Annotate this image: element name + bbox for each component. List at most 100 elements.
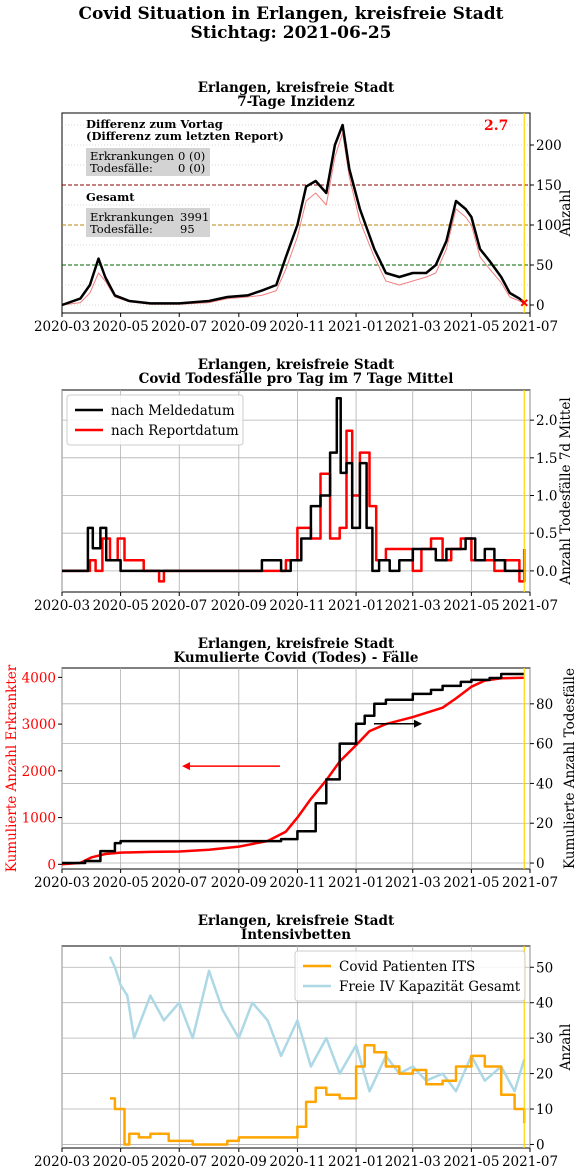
figure-subtitle: Stichtag: 2021-06-25	[190, 23, 392, 43]
axis-arrow-right-head	[414, 719, 422, 728]
y-tick-label-3-2: 20	[536, 1067, 553, 1083]
diff-row-label-0: Erkrankungen	[90, 149, 175, 163]
x-tick-label-0-8: 2021-07	[502, 319, 558, 335]
diff-title-1: (Differenz zum letzten Report)	[86, 129, 284, 143]
x-tick-label-2-5: 2021-01	[328, 875, 384, 891]
x-tick-label-0-3: 2020-09	[211, 319, 267, 335]
y-tick-label-1-4: 2.0	[536, 413, 557, 429]
chart-title-1-0: Erlangen, kreisfreie Stadt	[198, 357, 395, 373]
legend-box-1	[66, 394, 244, 446]
series-line-3-0	[110, 1043, 526, 1146]
x-tick-label-1-3: 2020-09	[211, 598, 267, 614]
x-tick-label-0-0: 2020-03	[34, 319, 90, 335]
total-row-value-0: 3991	[180, 210, 209, 224]
legend-label-3-0: Covid Patienten ITS	[339, 959, 475, 975]
series-line-0-0	[61, 123, 526, 307]
x-tick-label-3-0: 2020-03	[34, 1154, 90, 1170]
x-tick-label-3-3: 2020-09	[211, 1154, 267, 1170]
x-tick-label-2-0: 2020-03	[34, 875, 90, 891]
legend-label-1-1: nach Reportdatum	[111, 423, 239, 439]
diff-row-value-1: 0 (0)	[178, 161, 205, 175]
diff-title-0: Differenz zum Vortag	[86, 117, 223, 131]
total-box	[86, 208, 210, 237]
chart-title-3-0: Erlangen, kreisfreie Stadt	[198, 913, 395, 929]
x-tick-label-0-6: 2021-03	[385, 319, 441, 335]
x-tick-label-0-7: 2021-05	[443, 319, 499, 335]
figure-title: Covid Situation in Erlangen, kreisfreie …	[78, 4, 504, 24]
x-tick-label-3-7: 2021-05	[443, 1154, 499, 1170]
total-row-label-0: Erkrankungen	[90, 210, 175, 224]
x-tick-label-1-0: 2020-03	[34, 598, 90, 614]
y-tick-label-right-2-3: 60	[536, 737, 553, 753]
y-tick-label-right-2-0: 0	[536, 856, 545, 872]
total-row-value-1: 95	[180, 222, 195, 236]
y-tick-label-left-2-3: 3000	[22, 717, 56, 733]
x-tick-label-1-2: 2020-07	[151, 598, 207, 614]
y-tick-label-1-2: 1.0	[536, 489, 557, 505]
chart-title-2-0: Erlangen, kreisfreie Stadt	[198, 636, 395, 652]
x-tick-label-2-6: 2021-03	[385, 875, 441, 891]
y-tick-label-0-1: 50	[536, 258, 553, 274]
x-tick-label-0-4: 2020-11	[269, 319, 325, 335]
chart-title-0-1: 7-Tage Inzidenz	[237, 94, 355, 110]
series-line-2-1	[62, 672, 525, 865]
current-incidence-marker	[520, 299, 528, 307]
legend-label-1-0: nach Meldedatum	[111, 403, 235, 419]
y-tick-label-3-0: 0	[536, 1137, 545, 1153]
x-tick-label-1-1: 2020-05	[93, 598, 149, 614]
current-incidence-value: 2.7	[484, 118, 508, 134]
y-axis-label-0: Anzahl	[558, 190, 574, 238]
plot-frame-0	[61, 112, 531, 314]
series-line-3-1	[108, 956, 526, 1093]
chart-title-0-0: Erlangen, kreisfreie Stadt	[198, 80, 395, 96]
y-tick-label-0-0: 0	[536, 298, 545, 314]
x-tick-label-2-1: 2020-05	[93, 875, 149, 891]
x-tick-label-3-5: 2021-01	[328, 1154, 384, 1170]
y-tick-label-0-4: 200	[536, 138, 562, 154]
x-tick-label-0-2: 2020-07	[151, 319, 207, 335]
y-tick-label-left-2-0: 0	[47, 857, 56, 873]
y-tick-label-left-2-2: 2000	[22, 764, 56, 780]
x-tick-label-3-8: 2021-07	[502, 1154, 558, 1170]
y-tick-label-left-2-1: 1000	[22, 811, 56, 827]
y-tick-label-3-1: 10	[536, 1102, 553, 1118]
x-tick-label-2-8: 2021-07	[502, 875, 558, 891]
x-tick-label-2-2: 2020-07	[151, 875, 207, 891]
y-tick-label-0-2: 100	[536, 218, 562, 234]
x-tick-label-2-4: 2020-11	[269, 875, 325, 891]
y-tick-label-1-3: 1.5	[536, 451, 557, 467]
x-tick-label-1-7: 2021-05	[443, 598, 499, 614]
x-tick-label-1-8: 2021-07	[502, 598, 558, 614]
legend-box-3	[294, 950, 526, 1002]
chart-title-2-1: Kumulierte Covid (Todes) - Fälle	[173, 650, 418, 666]
diff-row-value-0: 0 (0)	[178, 149, 205, 163]
chart-title-3-1: Intensivbetten	[241, 927, 351, 943]
x-tick-label-3-6: 2021-03	[385, 1154, 441, 1170]
y-tick-label-3-3: 30	[536, 1031, 553, 1047]
y-tick-label-1-0: 0.0	[536, 564, 557, 580]
y-tick-label-3-4: 40	[536, 996, 553, 1012]
y-tick-label-right-2-1: 20	[536, 816, 553, 832]
y-tick-label-0-3: 150	[536, 178, 562, 194]
y-tick-label-3-5: 50	[536, 960, 553, 976]
diff-row-label-1: Todesfälle:	[90, 161, 153, 175]
total-row-label-1: Todesfälle:	[90, 222, 153, 236]
x-tick-label-2-7: 2021-05	[443, 875, 499, 891]
x-tick-label-3-2: 2020-07	[151, 1154, 207, 1170]
chart-title-1-1: Covid Todesfälle pro Tag im 7 Tage Mitte…	[139, 371, 454, 387]
y-tick-label-right-2-2: 40	[536, 776, 553, 792]
x-tick-label-1-5: 2021-01	[328, 598, 384, 614]
y-tick-label-right-2-4: 80	[536, 697, 553, 713]
y-tick-label-1-1: 0.5	[536, 526, 557, 542]
y-tick-label-left-2-4: 4000	[22, 670, 56, 686]
legend-label-3-1: Freie IV Kapazität Gesamt	[339, 979, 521, 995]
series-line-2-0	[61, 676, 525, 866]
x-tick-label-1-4: 2020-11	[269, 598, 325, 614]
x-tick-label-3-1: 2020-05	[93, 1154, 149, 1170]
y-axis-label-2: Kumulierte Anzahl Todesfälle	[562, 668, 578, 869]
y-axis-label-left-2: Kumulierte Anzahl Erkrankter	[4, 664, 20, 872]
x-tick-label-3-4: 2020-11	[269, 1154, 325, 1170]
axis-arrow-left-head	[182, 762, 190, 771]
x-tick-label-0-1: 2020-05	[93, 319, 149, 335]
x-tick-label-2-3: 2020-09	[211, 875, 267, 891]
